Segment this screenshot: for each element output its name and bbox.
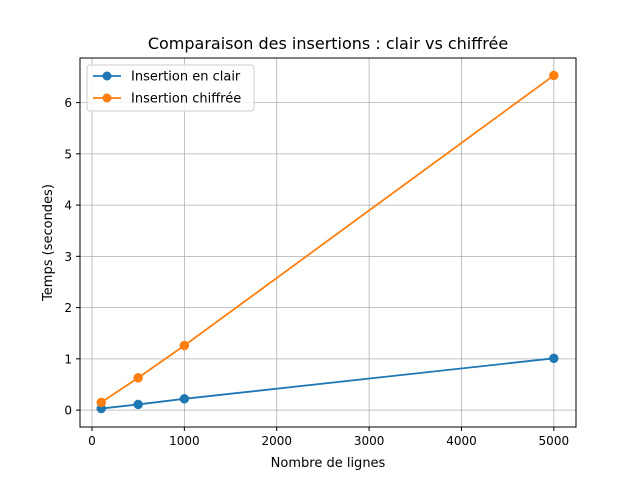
y-tick-label: 1 [64, 352, 72, 366]
ticks: 0 1000 2000 3000 4000 5000 0 1 2 3 4 5 6 [64, 96, 569, 448]
legend-marker [102, 71, 112, 81]
legend: Insertion en clair Insertion chiffrée [86, 64, 255, 112]
y-tick-label: 4 [64, 199, 72, 213]
legend-label: Insertion en clair [131, 70, 241, 85]
y-tick-label: 5 [64, 147, 72, 161]
x-tick-label: 5000 [539, 434, 570, 448]
data-point [179, 340, 190, 351]
series-line [100, 74, 555, 404]
grid [80, 58, 576, 427]
legend-box [86, 64, 255, 112]
data-point [133, 373, 143, 383]
plot-frame [79, 57, 577, 428]
data-point [133, 399, 143, 410]
series-2 [96, 70, 559, 408]
legend-label: Insertion chiffrée [131, 92, 241, 107]
legend-item: Insertion en clair [93, 70, 241, 85]
y-tick-label: 3 [64, 250, 72, 264]
x-tick-label: 2000 [261, 434, 292, 448]
legend-item: Insertion chiffrée [93, 92, 241, 107]
x-tick-label: 0 [88, 434, 96, 448]
chart-title: Comparaison des insertions : clair vs ch… [148, 34, 508, 53]
series-layer [96, 70, 559, 414]
data-point [179, 394, 190, 404]
y-axis-label: Temps (secondes) [41, 184, 56, 302]
x-axis-label: Nombre de lignes [271, 456, 386, 471]
series-line [101, 357, 554, 410]
data-point [549, 70, 559, 81]
y-tick-label: 0 [64, 404, 72, 418]
legend-marker [102, 93, 112, 103]
x-tick-label: 1000 [169, 434, 200, 448]
data-point [549, 353, 559, 364]
x-tick-label: 4000 [446, 434, 477, 448]
y-tick-label: 2 [64, 301, 72, 315]
x-tick-label: 3000 [354, 434, 385, 448]
y-tick-label: 6 [64, 96, 72, 110]
data-point [96, 397, 106, 408]
